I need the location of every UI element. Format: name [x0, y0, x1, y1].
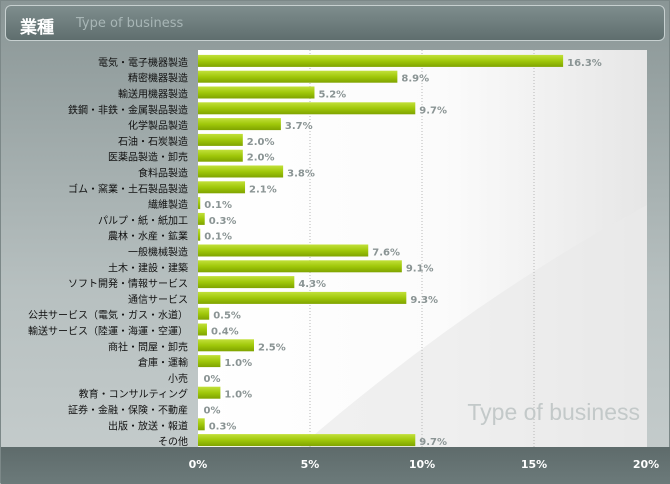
bar	[198, 386, 221, 399]
value-label: 8.9%	[401, 74, 429, 85]
category-label: 倉庫・運輸	[138, 356, 188, 369]
category-label: その他	[158, 435, 188, 448]
value-label: 7.6%	[372, 248, 400, 259]
value-label: 2.0%	[247, 153, 275, 164]
bar	[198, 181, 246, 194]
value-label: 0%	[204, 374, 221, 385]
x-tick-label: 0%	[189, 458, 208, 471]
bar	[198, 323, 207, 336]
category-label: 食料品製造	[138, 167, 188, 180]
value-label: 0.5%	[213, 311, 241, 322]
category-label: 医薬品製造・卸売	[108, 151, 188, 164]
category-label: ゴム・窯業・土石製品製造	[68, 182, 188, 195]
x-tick-label: 20%	[633, 458, 659, 471]
value-label: 9.7%	[419, 437, 447, 448]
category-label: 出版・放送・報道	[108, 419, 188, 432]
category-label: 通信サービス	[128, 294, 188, 306]
value-label: 0.1%	[204, 232, 232, 243]
value-label: 3.7%	[285, 121, 313, 132]
category-label: 教育・コンサルティング	[79, 388, 188, 401]
category-label: 公共サービス（電気・ガス・水道）	[28, 309, 188, 322]
bar	[198, 228, 201, 241]
bar	[198, 307, 210, 320]
bar	[198, 165, 284, 178]
value-label: 1.0%	[224, 358, 252, 369]
bar	[198, 70, 398, 83]
bar	[198, 260, 402, 273]
value-label: 5.2%	[318, 90, 346, 101]
value-label: 9.7%	[419, 105, 447, 116]
header-bar: 業種 Type of business	[5, 5, 665, 41]
x-tick-label: 5%	[301, 458, 320, 471]
category-label: 石油・石炭製造	[118, 135, 188, 148]
value-label: 1.0%	[224, 390, 252, 401]
page-subtitle: Type of business	[76, 16, 184, 31]
category-label: 精密機器製造	[128, 72, 188, 85]
bar	[198, 291, 407, 304]
bar	[198, 197, 201, 210]
category-label: 商社・問屋・卸売	[108, 340, 188, 353]
category-label: パルプ・紙・紙加工	[98, 214, 188, 227]
bar	[198, 86, 315, 99]
category-label: 電気・電子機器製造	[98, 56, 188, 69]
bar	[198, 355, 221, 368]
value-label: 0.1%	[204, 200, 232, 211]
category-label: ソフト開発・情報サービス	[68, 277, 188, 290]
category-label: 一般機械製造	[128, 246, 188, 259]
category-label: 鉄鋼・非鉄・金属製品製造	[68, 103, 188, 116]
bar	[198, 244, 369, 257]
value-label: 3.8%	[287, 169, 315, 180]
background-swoosh	[300, 205, 647, 447]
value-label: 2.5%	[258, 342, 286, 353]
category-label: 証券・金融・保険・不動産	[68, 404, 188, 417]
bar	[198, 434, 416, 447]
category-label: 繊維製造	[148, 198, 188, 211]
footer-bar	[1, 447, 670, 484]
category-label: 農林・水産・鉱業	[108, 230, 188, 243]
category-label: 土木・建設・建築	[108, 261, 188, 274]
bar	[198, 276, 295, 289]
category-label: 輸送サービス（陸運・海運・空運）	[28, 325, 188, 338]
x-tick-label: 15%	[521, 458, 547, 471]
value-label: 9.1%	[406, 263, 434, 274]
watermark-text: Type of business	[467, 399, 640, 425]
category-label: 輸送用機器製造	[118, 88, 188, 101]
page-title: 業種	[20, 18, 54, 38]
value-label: 9.3%	[410, 295, 438, 306]
value-label: 2.0%	[247, 137, 275, 148]
category-label: 小売	[168, 372, 188, 385]
bar	[198, 102, 416, 115]
bar	[198, 54, 564, 67]
bar	[198, 149, 243, 162]
bar	[198, 339, 254, 352]
bar	[198, 418, 205, 431]
value-label: 2.1%	[249, 184, 277, 195]
value-label: 0.4%	[211, 327, 239, 338]
value-label: 4.3%	[298, 279, 326, 290]
category-label: 化学製品製造	[128, 119, 188, 132]
bar	[198, 118, 281, 131]
value-label: 16.3%	[567, 58, 602, 69]
value-label: 0.3%	[209, 216, 237, 227]
value-label: 0.3%	[209, 421, 237, 432]
bar	[198, 133, 243, 146]
value-label: 0%	[204, 406, 221, 417]
x-tick-label: 10%	[409, 458, 435, 471]
bar	[198, 212, 205, 225]
